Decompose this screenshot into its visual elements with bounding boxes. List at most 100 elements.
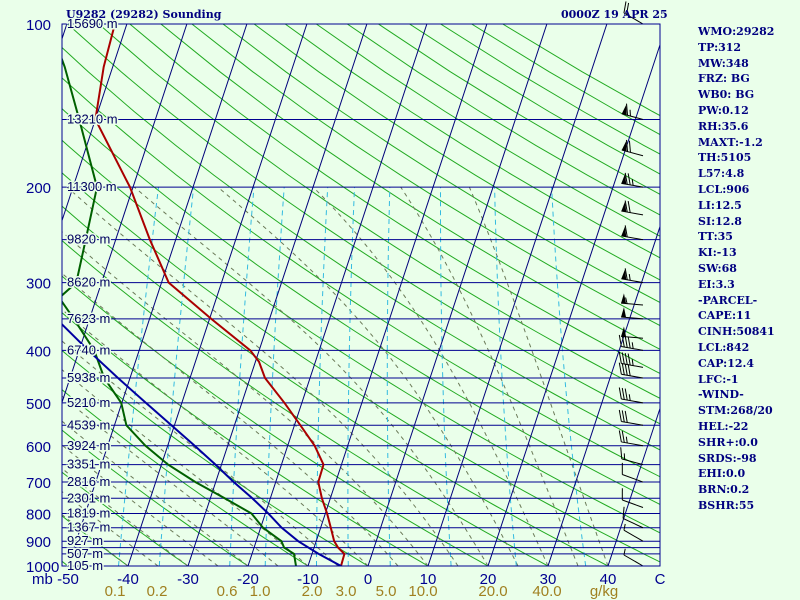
height-label: 5938 m	[67, 370, 110, 385]
wind-barb	[618, 387, 644, 404]
height-label: 2301 m	[67, 490, 110, 505]
index-line: RH:35.6	[698, 119, 749, 133]
temperature-profile	[94, 24, 346, 566]
height-label: 7623 m	[67, 311, 110, 326]
wind-barb	[618, 351, 644, 368]
height-label: 3924 m	[67, 438, 110, 453]
index-line: STM:268/20	[698, 404, 773, 418]
mixing-ratio-tick-label: 0.2	[147, 583, 168, 600]
index-line: LFC:-1	[698, 372, 739, 386]
height-label: 8620 m	[67, 275, 110, 290]
isotherm	[607, 406, 660, 566]
wind-barb	[618, 334, 644, 351]
pressure-tick-label: 500	[26, 396, 51, 413]
wind-barb	[623, 1, 644, 25]
index-line: FRZ: BG	[698, 72, 750, 86]
index-line: BSHR:55	[698, 498, 755, 512]
wind-barb	[621, 268, 644, 284]
index-line: CINH:50841	[698, 325, 775, 339]
pressure-tick-label: 800	[26, 506, 51, 523]
wind-barb	[621, 172, 644, 188]
index-line: TT:35	[698, 230, 733, 244]
chart-title: U9282 (29282) Sounding	[66, 8, 222, 21]
index-line: KI:-13	[698, 246, 737, 260]
index-line: SRDS:-98	[698, 451, 757, 465]
pressure-tick-label: 400	[26, 343, 51, 360]
sounding-profiles	[62, 24, 346, 566]
dry-adiabat	[62, 108, 660, 505]
isotherm	[187, 24, 368, 566]
index-line: MAXT:-1.2	[698, 135, 763, 149]
plot-frame	[61, 23, 661, 567]
isotherm	[547, 225, 660, 566]
index-line: CAPE:11	[698, 309, 752, 323]
temperature-tick-label: -30	[177, 571, 199, 588]
temperature-tick-label: 20	[480, 571, 497, 588]
isotherm	[0, 24, 7, 566]
height-label: 1367 m	[67, 520, 110, 535]
isotherm	[367, 24, 548, 566]
temperature-tick-label: -20	[237, 571, 259, 588]
mixing-ratio-tick-label: 2.0	[302, 583, 323, 600]
wind-barbs	[618, 1, 644, 567]
index-line: SW:68	[698, 261, 737, 275]
mixing-ratio-tick-label: 20.0	[478, 583, 507, 600]
mixing-ratio-line	[347, 187, 355, 566]
moist-adiabat	[62, 308, 369, 566]
height-label: 2816 m	[67, 474, 110, 489]
index-line: SI:12.8	[698, 214, 742, 228]
index-line: MW:348	[698, 56, 749, 70]
height-label: 507 m	[67, 546, 103, 561]
wind-barb	[618, 409, 644, 426]
moist-adiabat	[62, 340, 339, 566]
moist-adiabat	[468, 187, 609, 566]
temperature-tick-label: -40	[117, 571, 139, 588]
isotherm	[427, 24, 608, 566]
wind-barb	[623, 523, 644, 542]
index-line: SHR+:0.0	[698, 435, 758, 449]
dry-adiabat	[62, 77, 660, 478]
wind-barb	[621, 293, 644, 306]
isotherm	[307, 24, 488, 566]
parcel-profile	[62, 322, 342, 566]
height-label: 4539 m	[67, 417, 110, 432]
dry-adiabat	[62, 46, 660, 451]
wind-barb	[621, 200, 644, 216]
index-line: TH:5105	[698, 151, 752, 165]
temperature-tick-label: 30	[540, 571, 557, 588]
index-line: BRN:0.2	[698, 483, 750, 497]
mixing-ratio-tick-label: 3.0	[336, 583, 357, 600]
pressure-unit-label: mb	[32, 571, 53, 588]
wind-barb	[621, 103, 644, 120]
moist-adiabat	[62, 272, 399, 566]
chart-datetime: 0000Z 19 APR 25	[561, 8, 668, 21]
height-label: 105 m	[67, 558, 103, 573]
index-line: TP:312	[698, 40, 742, 54]
pressure-tick-label: 900	[26, 534, 51, 551]
index-line: LI:12.5	[698, 198, 742, 212]
dewpoint-profile	[62, 56, 297, 566]
wind-barb	[622, 506, 644, 529]
height-label: 15690 m	[67, 16, 118, 31]
dry-adiabat	[67, 24, 660, 425]
height-label: 927 m	[67, 533, 103, 548]
mixing-ratio-tick-label: g/kg	[590, 583, 618, 600]
index-line: HEL:-22	[698, 419, 749, 433]
height-label: 5210 m	[67, 395, 110, 410]
temperature-tick-label: 10	[420, 571, 437, 588]
index-line: EHI:0.0	[698, 467, 746, 481]
height-label: 1819 m	[67, 505, 110, 520]
temperature-tick-label: 40	[600, 571, 617, 588]
sounding-indices-panel: WMO:29282 TP:312 MW:348 FRZ: BG WB0: BG PW:0.…	[698, 24, 798, 514]
pressure-tick-label: 1000	[26, 559, 59, 576]
wind-barb	[621, 326, 644, 339]
wind-barb	[618, 430, 644, 447]
mixing-ratio-tick-label: 0.1	[105, 583, 126, 600]
index-line: L57:4.8	[698, 167, 745, 181]
pressure-tick-label: 700	[26, 475, 51, 492]
isotherm	[62, 24, 188, 404]
index-line: LCL:842	[698, 340, 750, 354]
wind-barb	[621, 307, 644, 320]
